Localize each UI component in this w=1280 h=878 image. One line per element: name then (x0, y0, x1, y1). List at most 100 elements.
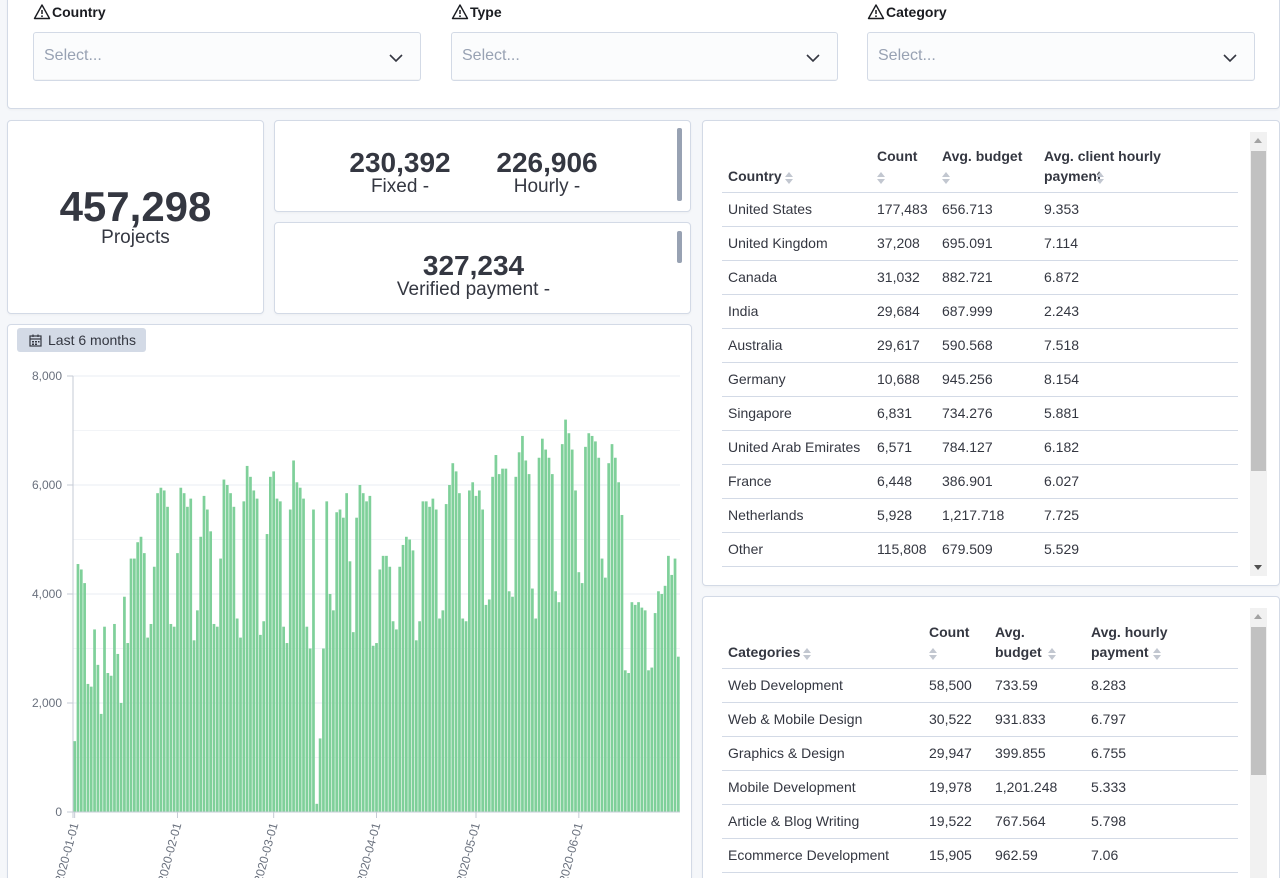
column-header-count[interactable]: Count (871, 140, 936, 193)
header-label: Country (728, 168, 782, 184)
table-cell: 30,522 (923, 702, 989, 737)
bar (637, 602, 640, 812)
bar (225, 485, 229, 812)
fixed-value: 230,392 (349, 147, 451, 178)
table-cell: Article & Blog Writing (722, 804, 923, 839)
sort-icon[interactable] (1096, 171, 1104, 184)
filter-label-text: Country (52, 4, 106, 20)
scroll-thumb[interactable] (1251, 151, 1266, 471)
bar (570, 449, 574, 812)
bar (647, 670, 650, 812)
country-select[interactable]: Select... (33, 32, 421, 81)
table-cell: 5.529 (1038, 532, 1238, 567)
bar (667, 555, 670, 812)
table-cell: 687.999 (936, 294, 1038, 329)
column-header-country[interactable]: Country (722, 140, 871, 193)
scroll-up-icon[interactable] (1254, 614, 1262, 619)
table-cell: 6.182 (1038, 430, 1238, 465)
table-cell: 31,032 (871, 260, 936, 295)
bar (156, 493, 159, 812)
type-metric-panel: 230,392 Fixed - 226,906 Hourly - (274, 120, 691, 212)
country-table-header: Country Count Avg. budget Avg. client ho… (722, 140, 1238, 193)
bar (514, 476, 518, 812)
scroll-down-icon[interactable] (1254, 565, 1262, 570)
country-row: United Arab Emirates 6,571 784.127 6.182 (722, 430, 1238, 465)
bar (126, 643, 130, 812)
scroll-up-icon[interactable] (1254, 138, 1262, 143)
bar (265, 534, 269, 812)
table-cell: 679.509 (936, 532, 1038, 567)
bar (623, 670, 627, 812)
bar (368, 495, 372, 812)
bar (627, 673, 630, 812)
bar (96, 664, 100, 812)
bar (404, 536, 408, 812)
table-cell: 6.872 (1038, 260, 1238, 295)
bar (481, 509, 485, 812)
sort-icon[interactable] (784, 171, 793, 184)
bar (89, 686, 93, 812)
bar (381, 555, 385, 812)
column-header-categories[interactable]: Categories (722, 616, 923, 669)
bar (534, 618, 538, 812)
bar (458, 493, 461, 812)
bar (660, 594, 664, 812)
warning-icon (867, 4, 885, 20)
category-select[interactable]: Select... (867, 32, 1255, 81)
bar (633, 604, 637, 812)
country-row: Canada 31,032 882.721 6.872 (722, 260, 1238, 295)
sort-icon[interactable] (1153, 647, 1161, 660)
country-row: Other 115,808 679.509 5.529 (722, 532, 1238, 567)
table-cell: Graphics & Design (722, 736, 923, 771)
bar (199, 536, 203, 812)
column-header-avg-hourly[interactable]: Avg. hourly payment (1085, 616, 1238, 669)
bar (388, 566, 392, 812)
bar (129, 558, 133, 812)
bar (215, 626, 219, 812)
bar (179, 487, 183, 812)
time-filter-badge[interactable]: Last 6 months (17, 328, 146, 352)
table-cell: United States (722, 192, 871, 227)
metric-scrollbar[interactable] (677, 128, 682, 201)
country-table-scrollbar[interactable] (1250, 132, 1267, 576)
table-cell: 8.154 (1038, 362, 1238, 397)
bar (567, 433, 571, 812)
bar (574, 490, 577, 812)
metric-scrollbar[interactable] (677, 231, 682, 263)
bar (205, 509, 209, 812)
sort-icon[interactable] (877, 171, 885, 184)
bar (673, 558, 677, 812)
bar (600, 558, 604, 812)
bar (262, 621, 266, 812)
fixed-metric: 230,392 Fixed - (335, 147, 465, 197)
column-header-avg-budget[interactable]: Avg. budget (936, 140, 1038, 193)
warning-icon (33, 4, 51, 20)
y-tick-label: 0 (55, 805, 62, 819)
sort-icon[interactable] (929, 647, 937, 660)
bar (560, 444, 564, 812)
bar (109, 675, 113, 812)
bar (620, 514, 624, 812)
category-table-scrollbar[interactable] (1250, 608, 1267, 878)
filter-label-category: Category (867, 3, 947, 21)
sort-icon[interactable] (803, 647, 812, 660)
bar (365, 501, 368, 812)
bar (245, 465, 249, 812)
table-cell: 19,522 (923, 804, 989, 839)
sort-icon[interactable] (942, 171, 950, 184)
type-select[interactable]: Select... (451, 32, 838, 81)
bar (418, 621, 421, 812)
sort-icon[interactable] (1048, 647, 1056, 660)
bar (252, 490, 256, 812)
column-header-avg-hourly[interactable]: Avg. client hourly payment (1038, 140, 1238, 193)
scroll-thumb[interactable] (1251, 627, 1266, 775)
column-header-avg-budget[interactable]: Avg. budget (989, 616, 1085, 669)
column-header-count[interactable]: Count (923, 616, 989, 669)
bar (176, 553, 179, 812)
country-row: Germany 10,688 945.256 8.154 (722, 362, 1238, 397)
bar (212, 623, 216, 812)
bar (421, 501, 425, 812)
table-cell: Mobile Development (722, 770, 923, 805)
bar (448, 485, 451, 812)
bar (484, 604, 488, 812)
